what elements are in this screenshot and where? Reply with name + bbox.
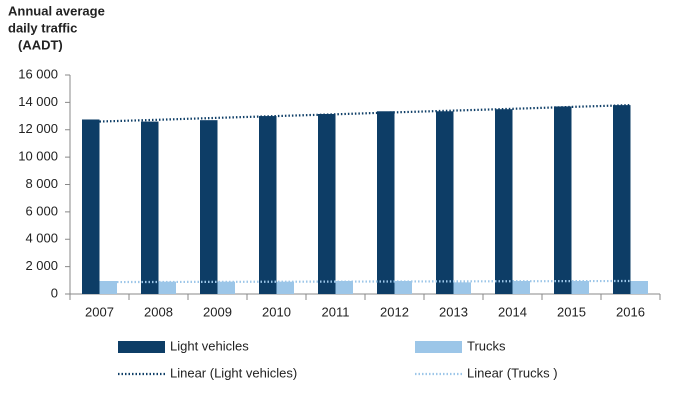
y-tick-label: 8 000	[25, 176, 58, 191]
x-tick-label: 2007	[85, 304, 114, 319]
legend-swatch	[118, 341, 165, 353]
x-tick-label: 2016	[616, 304, 645, 319]
bar	[377, 111, 395, 294]
bar	[495, 109, 513, 294]
y-axis-title: (AADT)	[18, 37, 63, 52]
x-tick-label: 2012	[380, 304, 409, 319]
bar	[571, 280, 589, 294]
y-tick-label: 4 000	[25, 231, 58, 246]
bar	[394, 280, 412, 294]
bar	[436, 111, 454, 294]
legend-label: Trucks	[467, 338, 506, 353]
bar	[217, 281, 235, 294]
y-tick-label: 14 000	[18, 94, 58, 109]
legend-label: Linear (Trucks )	[467, 365, 558, 380]
bar	[99, 280, 117, 294]
y-tick-label: 6 000	[25, 203, 58, 218]
x-tick-label: 2010	[262, 304, 291, 319]
x-tick-label: 2014	[498, 304, 527, 319]
y-tick-label: 10 000	[18, 149, 58, 164]
x-tick-label: 2011	[322, 304, 350, 319]
y-axis-title: Annual average	[8, 3, 105, 18]
bar	[200, 120, 218, 294]
trend-line	[99, 104, 631, 123]
bar	[512, 280, 530, 294]
bar	[318, 114, 336, 295]
bar	[630, 280, 648, 294]
bar	[259, 116, 277, 294]
legend-swatch	[415, 341, 462, 353]
x-tick-label: 2013	[439, 304, 468, 319]
y-tick-label: 16 000	[18, 66, 58, 81]
bar	[335, 280, 353, 294]
bar	[82, 119, 100, 294]
bar	[613, 105, 631, 294]
legend-label: Light vehicles	[170, 338, 249, 353]
x-tick-label: 2008	[144, 304, 173, 319]
y-tick-label: 2 000	[25, 258, 58, 273]
bar	[276, 281, 294, 294]
bar	[141, 121, 159, 294]
y-tick-label: 12 000	[18, 121, 58, 136]
bar	[554, 106, 572, 294]
x-tick-label: 2015	[557, 304, 586, 319]
y-axis-title: daily traffic	[8, 20, 77, 35]
trend-line	[99, 279, 631, 284]
legend-label: Linear (Light vehicles)	[170, 365, 297, 380]
y-tick-label: 0	[51, 285, 58, 300]
bar	[158, 281, 176, 294]
x-tick-label: 2009	[203, 304, 232, 319]
bar	[453, 282, 471, 294]
